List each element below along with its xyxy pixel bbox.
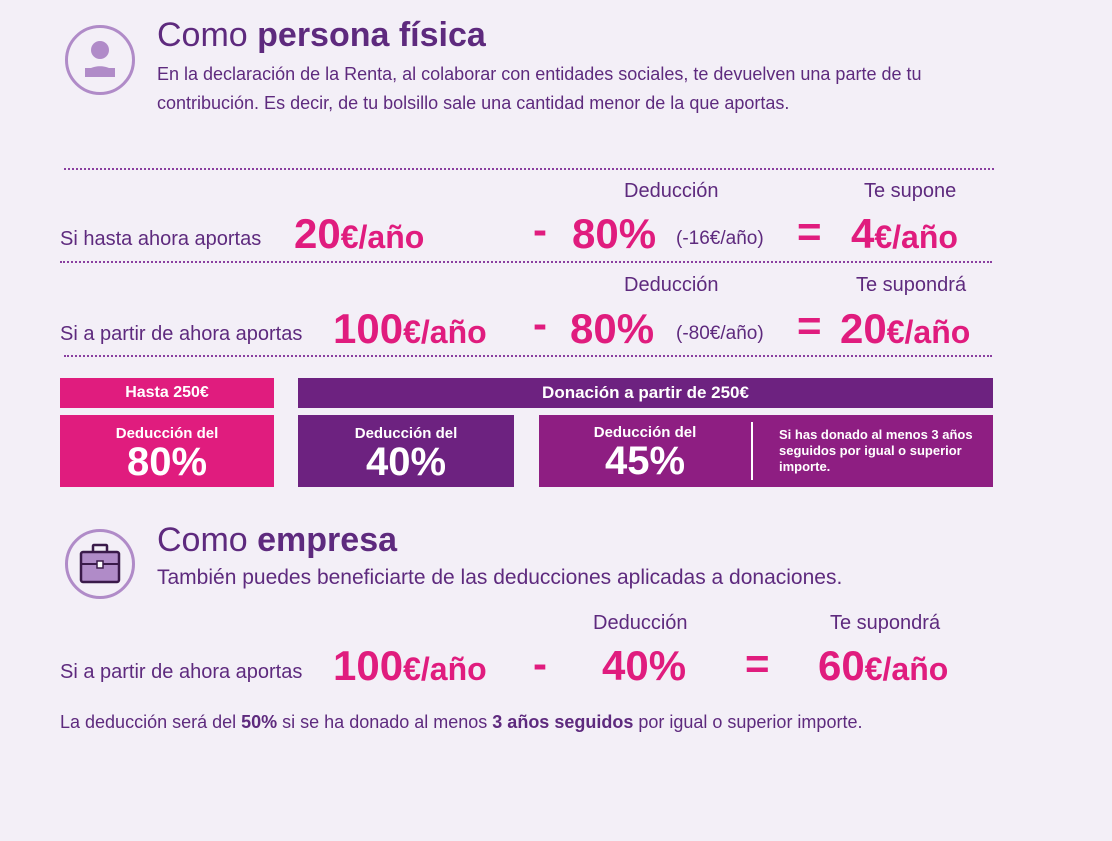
- row2-result-header: Te supondrá: [856, 274, 967, 296]
- row2-minus: -: [533, 300, 547, 347]
- divider: [64, 355, 992, 357]
- person-icon: [85, 41, 115, 77]
- row1-minus: -: [533, 206, 547, 253]
- persona-title: Como persona física: [157, 16, 486, 54]
- row2-equals: =: [797, 302, 822, 349]
- row1-deduction-note: (-16€/año): [676, 228, 764, 249]
- briefcase-icon-circle: [65, 529, 135, 599]
- row2-label: Si a partir de ahora aportas: [60, 323, 303, 345]
- empresa-result: 60€/año: [818, 642, 949, 689]
- header-hasta-250: Hasta 250€: [60, 378, 274, 408]
- divider: [64, 168, 994, 170]
- empresa-equals: =: [745, 640, 770, 687]
- briefcase-icon: [79, 543, 121, 584]
- box-deduccion-40: Deducción del 40%: [298, 415, 514, 487]
- divider: [60, 261, 992, 263]
- row2-deduction-note: (-80€/año): [676, 323, 764, 344]
- box3-note: Si has donado al menos 3 años seguidos p…: [779, 427, 973, 474]
- empresa-label: Si a partir de ahora aportas: [60, 661, 303, 683]
- header-donacion-250: Donación a partir de 250€: [298, 378, 993, 408]
- row1-result-header: Te supone: [864, 180, 957, 202]
- empresa-minus: -: [533, 640, 547, 687]
- row2-deduction-header: Deducción: [624, 274, 719, 296]
- row1-amount: 20€/año: [294, 210, 425, 257]
- box-separator: [751, 422, 753, 480]
- row1-result: 4€/año: [851, 210, 958, 257]
- row1-deduction-header: Deducción: [624, 180, 719, 202]
- empresa-title: Como empresa: [157, 521, 398, 559]
- row1-label: Si hasta ahora aportas: [60, 228, 262, 250]
- empresa-result-header: Te supondrá: [830, 612, 941, 634]
- empresa-description: También puedes beneficiarte de las deduc…: [157, 566, 843, 589]
- row2-amount: 100€/año: [333, 305, 487, 352]
- row1-equals: =: [797, 208, 822, 255]
- row2-result: 20€/año: [840, 305, 971, 352]
- persona-description: En la declaración de la Renta, al colabo…: [157, 64, 922, 113]
- empresa-note: La deducción será del 50% si se ha donad…: [60, 712, 863, 732]
- row2-deduction: 80%: [570, 305, 655, 352]
- empresa-amount: 100€/año: [333, 642, 487, 689]
- person-icon-circle: [65, 25, 135, 95]
- empresa-deduction: 40%: [602, 642, 687, 689]
- row1-deduction: 80%: [572, 210, 657, 257]
- empresa-deduction-header: Deducción: [593, 612, 688, 634]
- box-deduccion-45: Deducción del 45% Si has donado al menos…: [539, 415, 993, 487]
- box-deduccion-80: Deducción del 80%: [60, 415, 274, 487]
